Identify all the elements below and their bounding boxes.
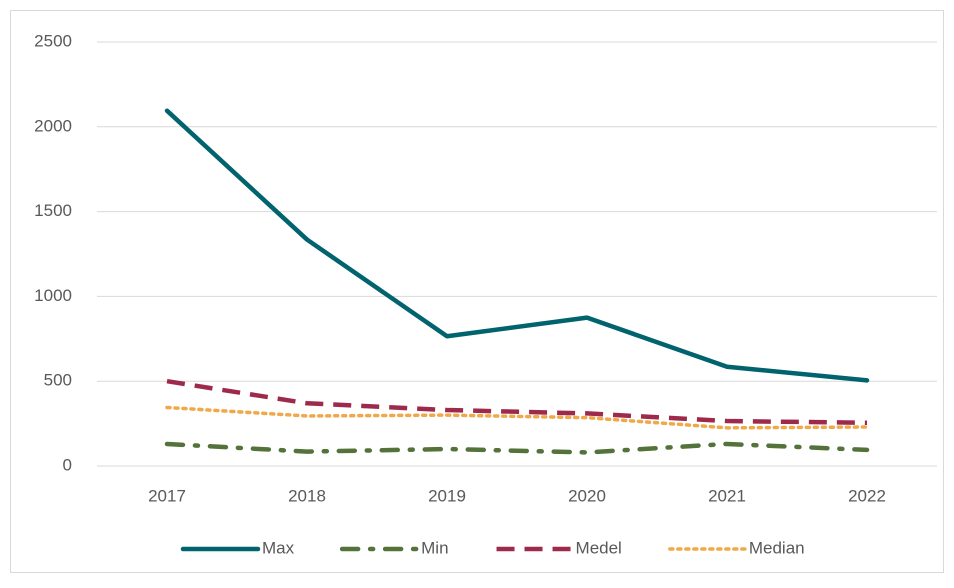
chart-border (10, 10, 944, 573)
y-tick-label: 2500 (34, 31, 72, 50)
y-tick-label: 1500 (34, 201, 72, 220)
series-line (164, 108, 870, 383)
legend-label: Max (262, 538, 295, 557)
series-line (166, 378, 868, 426)
y-tick-label: 0 (63, 455, 72, 474)
series-line (165, 405, 869, 430)
x-tick-label: 2018 (288, 486, 326, 505)
y-tick-label: 1000 (34, 286, 72, 305)
y-tick-label: 500 (44, 371, 72, 390)
x-tick-label: 2022 (848, 486, 886, 505)
x-tick-label: 2020 (568, 486, 606, 505)
legend-label: Medel (576, 538, 622, 557)
x-tick-label: 2019 (428, 486, 466, 505)
x-tick-label: 2021 (708, 486, 746, 505)
y-tick-label: 2000 (34, 116, 72, 135)
x-tick-label: 2017 (148, 486, 186, 505)
legend-label: Median (749, 538, 805, 557)
legend-label: Min (421, 538, 448, 557)
series-line (164, 441, 870, 455)
